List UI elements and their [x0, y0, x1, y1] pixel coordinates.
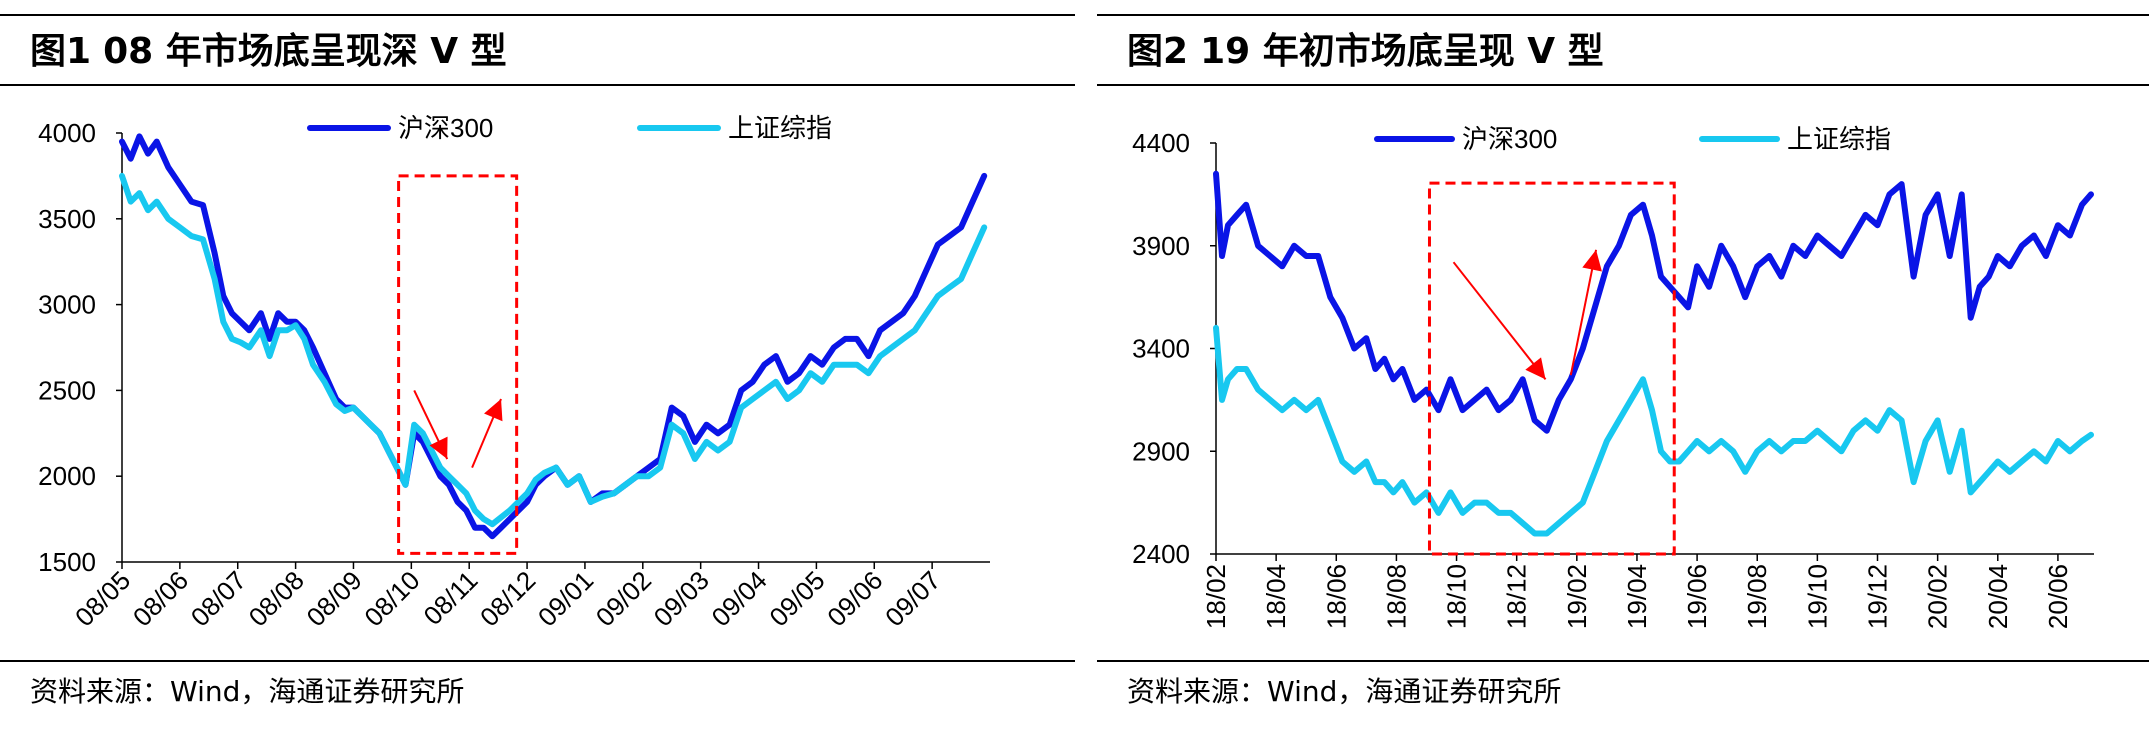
x-tick-label: 18/02: [1201, 564, 1231, 629]
y-tick-label: 1500: [38, 547, 96, 577]
y-tick-label: 4400: [1132, 128, 1190, 158]
bottom-rule: [1097, 660, 2149, 662]
y-tick-label: 3000: [38, 290, 96, 320]
highlight-box: [397, 174, 519, 555]
y-tick-label: 3400: [1132, 334, 1190, 364]
bottom-rule: [0, 660, 1075, 662]
y-tick-label: 2000: [38, 461, 96, 491]
x-tick-label: 08/09: [300, 565, 367, 632]
y-tick-label: 2900: [1132, 436, 1190, 466]
x-tick-label: 08/06: [127, 565, 194, 632]
x-tick-label: 09/02: [590, 565, 657, 632]
x-tick-label: 09/05: [763, 565, 830, 632]
x-tick-label: 19/06: [1682, 564, 1712, 629]
x-tick-label: 18/04: [1261, 564, 1291, 629]
figure-1-title: 图1 08 年市场底呈现深 V 型: [30, 22, 507, 74]
arrow-head-down: [429, 436, 448, 460]
x-tick-label: 08/10: [358, 565, 425, 632]
x-tick-label: 09/03: [648, 565, 715, 632]
x-tick-label: 08/07: [185, 565, 252, 632]
y-tick-label: 3900: [1132, 231, 1190, 261]
x-tick-label: 08/11: [418, 565, 484, 631]
legend-label: 沪深300: [398, 113, 493, 143]
y-tick-label: 2400: [1132, 539, 1190, 569]
figure-1-source: 资料来源：Wind，海通证券研究所: [30, 675, 465, 708]
x-tick-label: 20/02: [1923, 564, 1953, 629]
chart-2-plot: 2400 2900 3400 3900 4400 18/02 18/04 18/06 18/08…: [1132, 124, 2094, 629]
figure-label: 图1: [30, 31, 92, 72]
x-tick-label: 20/04: [1983, 564, 2013, 629]
figure-label: 图2: [1127, 31, 1189, 72]
x-tick-label: 08/12: [474, 565, 541, 632]
x-tick-label: 19/02: [1562, 564, 1592, 629]
trend-arrow-down: [1452, 261, 1547, 380]
x-tick-label: 19/10: [1802, 564, 1832, 629]
x-tick-label: 18/10: [1442, 564, 1472, 629]
x-tick-label: 09/07: [879, 565, 946, 632]
legend-label: 上证综指: [728, 113, 832, 143]
x-tick-label: 09/06: [821, 565, 888, 632]
title-rule: [1097, 84, 2149, 86]
highlight-box: [1427, 181, 1676, 556]
legend-label: 上证综指: [1787, 124, 1891, 154]
x-tick-label: 19/08: [1742, 564, 1772, 629]
top-rule: [0, 14, 1075, 16]
series-line-shcomp: [1213, 324, 2094, 537]
trend-arrow-up: [1569, 249, 1598, 376]
figure-title-text: 08 年市场底呈现深 V 型: [103, 31, 507, 72]
legend-label: 沪深300: [1462, 124, 1557, 154]
arrow-head-up: [484, 398, 503, 422]
x-tick-label: 19/04: [1622, 564, 1652, 629]
x-tick-label: 18/12: [1502, 564, 1532, 629]
figure-1-panel: 图1 08 年市场底呈现深 V 型 资料来源：Wind，海通证券研究所: [0, 14, 1075, 708]
x-tick-label: 18/08: [1381, 564, 1411, 629]
x-tick-label: 20/06: [2043, 564, 2073, 629]
figure-2-panel: 图2 19 年初市场底呈现 V 型 资料来源：Wind，海通证券研究所: [1097, 0, 2149, 749]
arrow-head-up: [1582, 249, 1602, 272]
y-tick-label: 2500: [38, 375, 96, 405]
series-line-shcomp: [119, 172, 988, 528]
series-line-hs300: [1213, 170, 2094, 434]
top-rule: [1097, 14, 2149, 16]
y-tick-label: 4000: [38, 118, 96, 148]
x-tick-label: 18/06: [1321, 564, 1351, 629]
figure-2-source: 资料来源：Wind，海通证券研究所: [1127, 675, 1562, 708]
title-rule: [0, 84, 1075, 86]
x-tick-label: 09/04: [706, 565, 773, 632]
y-tick-label: 3500: [38, 204, 96, 234]
figure-2-title: 图2 19 年初市场底呈现 V 型: [1127, 22, 1604, 74]
x-tick-label: 08/08: [243, 565, 310, 632]
chart-1-plot: 15002000250030003500400008/0508/0608/070…: [38, 113, 990, 632]
figure-title-text: 19 年初市场底呈现 V 型: [1200, 31, 1604, 72]
x-tick-label: 19/12: [1863, 564, 1893, 629]
arrow-head-down: [1525, 357, 1546, 380]
x-tick-label: 09/01: [532, 565, 599, 632]
series-line-hs300: [119, 133, 988, 540]
